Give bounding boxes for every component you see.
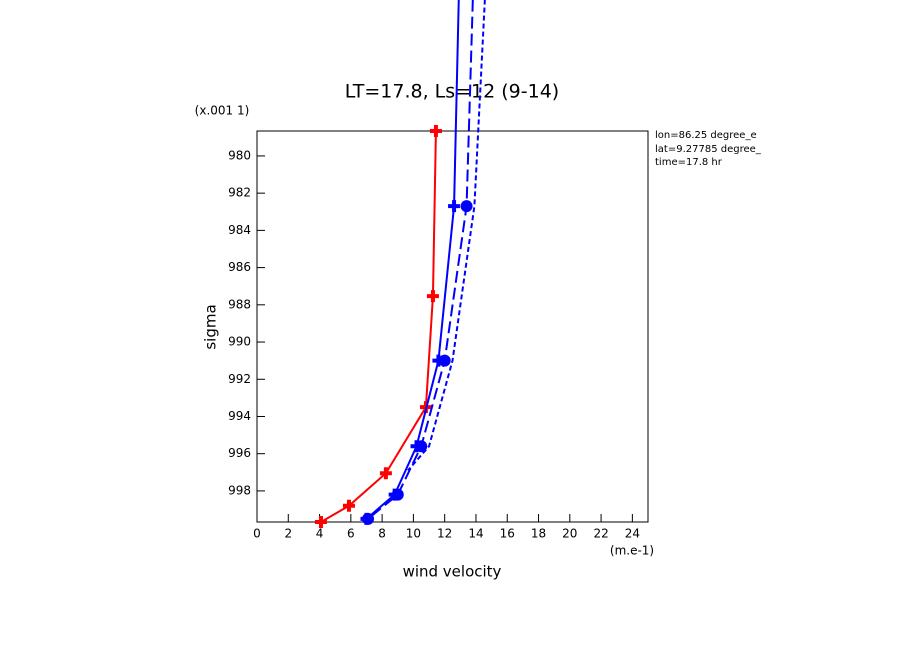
x-tick-label: 6 (347, 527, 355, 541)
plot-frame (256, 130, 649, 523)
marker (314, 516, 327, 528)
x-tick-label: 10 (406, 527, 421, 541)
chart-title: LT=17.8, Ls=12 (9-14) (345, 81, 559, 103)
y-tick-label: 990 (228, 335, 251, 349)
marker (460, 200, 473, 213)
x-tick-label: 16 (500, 527, 515, 541)
y-tick-label: 996 (228, 446, 251, 460)
y-tick-label: 980 (228, 148, 251, 162)
note: lat=9.27785 degree_ (655, 144, 762, 155)
x-tick-label: 14 (468, 527, 483, 541)
marker (379, 467, 392, 480)
y-tick-label: 984 (228, 223, 251, 237)
x-tick-label: 22 (593, 527, 608, 541)
y-axis-label: sigma (202, 304, 220, 349)
x-tick-label: 24 (625, 527, 640, 541)
x-tick-label: 0 (253, 527, 261, 541)
marker (429, 125, 442, 137)
y-tick-label: 998 (228, 483, 251, 497)
marker (415, 440, 428, 453)
x-tick-label: 2 (284, 527, 292, 541)
y-tick-label: 992 (228, 372, 251, 386)
note: time=17.8 hr (655, 157, 723, 168)
x-axis-label: wind velocity (403, 563, 502, 581)
y-tick-label: 986 (228, 260, 251, 274)
x-tick-label: 8 (378, 527, 386, 541)
profile-line (320, 130, 437, 523)
profile-line (367, 0, 474, 520)
marker (448, 200, 461, 213)
x-tick-label: 20 (562, 527, 577, 541)
y-tick-label: 982 (228, 186, 251, 200)
x-tick-label: 4 (316, 527, 324, 541)
y-tick-label: 988 (228, 297, 251, 311)
marker (426, 290, 439, 303)
marker (362, 512, 375, 525)
profile-line (407, 0, 486, 472)
x-tick-label: 18 (531, 527, 546, 541)
marker (391, 488, 404, 501)
marker (342, 499, 355, 512)
note: lon=86.25 degree_e (655, 130, 757, 141)
marker (438, 354, 451, 367)
x-units: (m.e-1) (610, 544, 654, 558)
x-tick-label: 12 (437, 527, 452, 541)
y-tick-label: 994 (228, 409, 251, 423)
y-units: (x.001 1) (195, 104, 250, 118)
profile-line (365, 0, 460, 520)
